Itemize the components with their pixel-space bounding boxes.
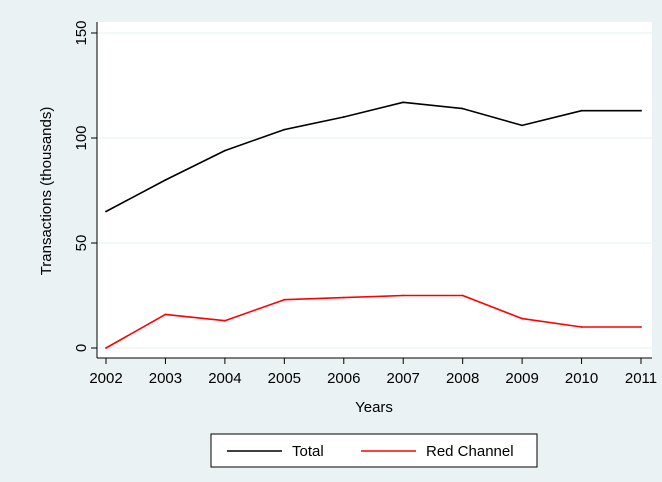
x-tick-label: 2005 — [268, 370, 301, 387]
legend: Total Red Channel — [210, 433, 538, 468]
series-line-total — [105, 101, 641, 213]
x-tick-label: 2010 — [565, 370, 598, 387]
axes — [96, 22, 652, 359]
data-point-red-channel — [640, 326, 642, 328]
data-point-red-channel — [402, 294, 405, 297]
x-tick-label: 2011 — [625, 370, 657, 387]
plot-area — [97, 22, 652, 358]
data-point-red-channel — [521, 317, 524, 320]
y-tick-label: 0 — [73, 344, 90, 352]
data-point-red-channel — [342, 296, 345, 299]
x-tick-label: 2006 — [327, 370, 360, 387]
x-tick-label: 2004 — [208, 370, 241, 387]
x-axis-ticks: 2002 2003 2004 2005 2006 2007 2008 2009 2010 2011 — [89, 358, 657, 387]
x-tick-label: 2007 — [387, 370, 420, 387]
legend-label-red-channel: Red Channel — [426, 443, 514, 460]
x-axis-title: Years — [355, 399, 393, 416]
data-point-total — [223, 149, 226, 152]
x-tick-label: 2008 — [446, 370, 479, 387]
data-point-total — [461, 107, 464, 110]
data-point-red-channel — [580, 326, 583, 328]
data-point-total — [105, 210, 107, 213]
y-tick-label: 150 — [73, 20, 90, 45]
series-lines — [105, 101, 642, 349]
data-point-red-channel — [105, 347, 107, 349]
data-point-red-channel — [283, 298, 286, 301]
data-point-red-channel — [164, 313, 167, 316]
data-point-total — [342, 116, 345, 118]
data-point-total — [580, 109, 583, 112]
legend-label-total: Total — [292, 443, 324, 460]
y-axis-title: Transactions (thousands) — [38, 107, 55, 276]
data-point-total — [640, 109, 642, 112]
data-point-red-channel — [223, 319, 226, 322]
data-point-red-channel — [461, 294, 464, 297]
x-tick-label: 2009 — [505, 370, 538, 387]
data-point-total — [283, 128, 286, 131]
x-tick-label: 2003 — [149, 370, 182, 387]
x-tick-label: 2002 — [89, 370, 122, 387]
y-tick-label: 50 — [73, 235, 90, 252]
grid-lines — [97, 32, 652, 349]
data-point-total — [164, 179, 167, 181]
y-tick-label: 100 — [73, 125, 90, 150]
data-point-total — [402, 101, 405, 104]
data-point-total — [521, 124, 524, 127]
y-axis-ticks: 0 50 100 150 — [73, 20, 97, 352]
series-line-red-channel — [105, 294, 641, 349]
